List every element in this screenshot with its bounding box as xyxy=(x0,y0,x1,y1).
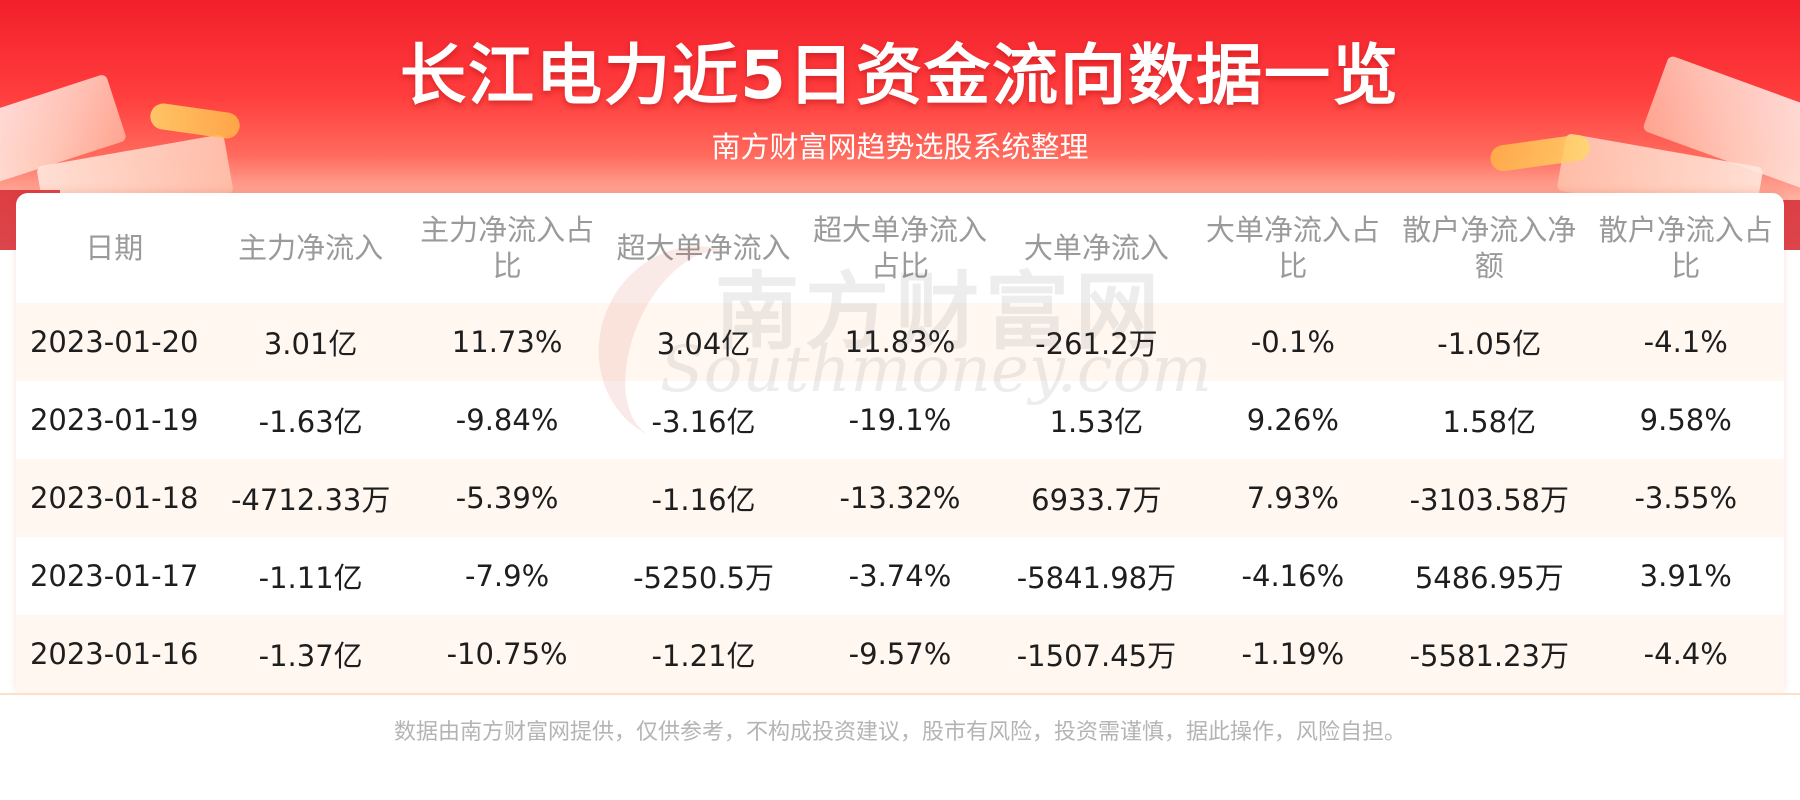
column-header: 主力净流入 xyxy=(238,231,384,265)
table-row: 2023-01-19 -1.63亿 -9.84% -3.16亿 -19.1% 1.53亿 9… xyxy=(16,381,1784,459)
value-cell: -4.1% xyxy=(1587,303,1784,381)
column-header: 散户净流入净额 xyxy=(1402,213,1577,283)
value-cell: -3103.58万 xyxy=(1391,459,1588,537)
value-cell: -4.16% xyxy=(1194,537,1392,615)
value-cell: 11.73% xyxy=(408,303,606,381)
value-cell: 3.04亿 xyxy=(605,303,802,381)
value-cell: 5486.95万 xyxy=(1391,537,1588,615)
table-row: 2023-01-17 -1.11亿 -7.9% -5250.5万 -3.74% -5841… xyxy=(16,537,1784,615)
value-cell: -13.32% xyxy=(801,459,999,537)
column-header: 大单净流入占比 xyxy=(1205,213,1380,283)
value-cell: -261.2万 xyxy=(998,303,1195,381)
value-cell: -1.05亿 xyxy=(1391,303,1588,381)
disclaimer-text: 数据由南方财富网提供，仅供参考，不构成投资建议，股市有风险，投资需谨慎，据此操作… xyxy=(393,720,1406,745)
value-cell: 3.91% xyxy=(1587,537,1784,615)
date-cell: 2023-01-16 xyxy=(16,615,213,693)
value-cell: -5581.23万 xyxy=(1391,615,1588,693)
table-header-row: 日期 主力净流入 主力净流入占比 超大单净流入 超大单净流入占比 大单净流入 大单净流入占比… xyxy=(16,193,1784,303)
column-header: 散户净流入占比 xyxy=(1598,213,1773,283)
column-header: 大单净流入 xyxy=(1023,231,1169,265)
value-cell: -4712.33万 xyxy=(212,459,409,537)
value-cell: -0.1% xyxy=(1194,303,1392,381)
value-cell: -1.11亿 xyxy=(212,537,409,615)
value-cell: -3.55% xyxy=(1587,459,1784,537)
date-cell: 2023-01-18 xyxy=(16,459,213,537)
date-cell: 2023-01-17 xyxy=(16,537,213,615)
fund-flow-table: 日期 主力净流入 主力净流入占比 超大单净流入 超大单净流入占比 大单净流入 大单净流入占比… xyxy=(16,193,1784,693)
divider xyxy=(0,693,1800,695)
page-subtitle: 南方财富网趋势选股系统整理 xyxy=(711,130,1089,164)
value-cell: -9.84% xyxy=(408,381,606,459)
column-header: 超大单净流入占比 xyxy=(812,213,987,283)
column-header: 超大单净流入 xyxy=(616,231,791,265)
table-row: 2023-01-16 -1.37亿 -10.75% -1.21亿 -9.57% -1507… xyxy=(16,615,1784,693)
table-row: 2023-01-18 -4712.33万 -5.39% -1.16亿 -13.32% 69… xyxy=(16,459,1784,537)
value-cell: -3.74% xyxy=(801,537,999,615)
column-header: 日期 xyxy=(85,231,144,265)
value-cell: -1507.45万 xyxy=(998,615,1195,693)
value-cell: 3.01亿 xyxy=(212,303,409,381)
value-cell: -7.9% xyxy=(408,537,606,615)
value-cell: -1.21亿 xyxy=(605,615,802,693)
value-cell: -3.16亿 xyxy=(605,381,802,459)
value-cell: -5841.98万 xyxy=(998,537,1195,615)
value-cell: -9.57% xyxy=(801,615,999,693)
value-cell: 11.83% xyxy=(801,303,999,381)
value-cell: -5.39% xyxy=(408,459,606,537)
value-cell: -5250.5万 xyxy=(605,537,802,615)
value-cell: -1.19% xyxy=(1194,615,1392,693)
value-cell: -1.37亿 xyxy=(212,615,409,693)
table-row: 2023-01-20 3.01亿 11.73% 3.04亿 11.83% -261.2万 -… xyxy=(16,303,1784,381)
value-cell: 9.26% xyxy=(1194,381,1392,459)
page-title: 长江电力近5日资金流向数据一览 xyxy=(400,37,1400,114)
table-body: 2023-01-20 3.01亿 11.73% 3.04亿 11.83% -261.2万 -… xyxy=(16,303,1784,693)
value-cell: -4.4% xyxy=(1587,615,1784,693)
value-cell: 9.58% xyxy=(1587,381,1784,459)
value-cell: 1.53亿 xyxy=(998,381,1195,459)
value-cell: 1.58亿 xyxy=(1391,381,1588,459)
value-cell: -1.63亿 xyxy=(212,381,409,459)
value-cell: -1.16亿 xyxy=(605,459,802,537)
date-cell: 2023-01-20 xyxy=(16,303,213,381)
date-cell: 2023-01-19 xyxy=(16,381,213,459)
data-card: 日期 主力净流入 主力净流入占比 超大单净流入 超大单净流入占比 大单净流入 大单净流入占比… xyxy=(16,193,1784,693)
value-cell: 7.93% xyxy=(1194,459,1392,537)
value-cell: 6933.7万 xyxy=(998,459,1195,537)
value-cell: -10.75% xyxy=(408,615,606,693)
column-header: 主力净流入占比 xyxy=(420,213,595,283)
value-cell: -19.1% xyxy=(801,381,999,459)
